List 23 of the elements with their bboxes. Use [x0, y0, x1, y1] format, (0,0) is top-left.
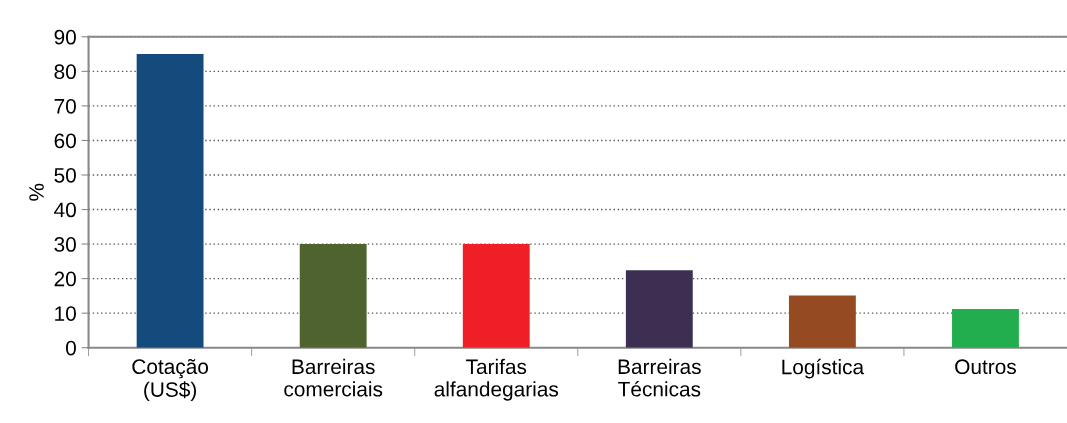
x-tick-label: Outros	[955, 359, 1016, 375]
y-tick-label: 10	[55, 306, 76, 321]
y-axis-title: %	[29, 183, 44, 201]
x-tick-label: Tarifas alfandegarias	[434, 358, 559, 401]
y-tick-label: 90	[54, 29, 76, 45]
bar	[625, 270, 693, 348]
y-tick-label: 50	[54, 167, 76, 183]
bar	[299, 244, 367, 348]
y-tick-label: 20	[54, 271, 76, 287]
y-tick-label: 80	[54, 64, 76, 80]
y-tick-label: 40	[54, 202, 76, 218]
x-tick-label: Barreiras comerciais	[284, 358, 383, 397]
x-tick-label: Cotação (US$)	[132, 358, 209, 402]
y-tick-label: 30	[54, 237, 76, 252]
y-tick-label: 0	[65, 340, 76, 356]
bar	[462, 244, 530, 348]
y-tick-label: 70	[54, 98, 76, 114]
y-tick-label: 60	[54, 133, 76, 149]
x-tick-label: Barreiras Técnicas	[618, 358, 701, 397]
x-tick-label: Logística	[782, 358, 865, 379]
bar	[788, 295, 856, 348]
bar	[136, 54, 204, 348]
bar	[952, 309, 1019, 348]
